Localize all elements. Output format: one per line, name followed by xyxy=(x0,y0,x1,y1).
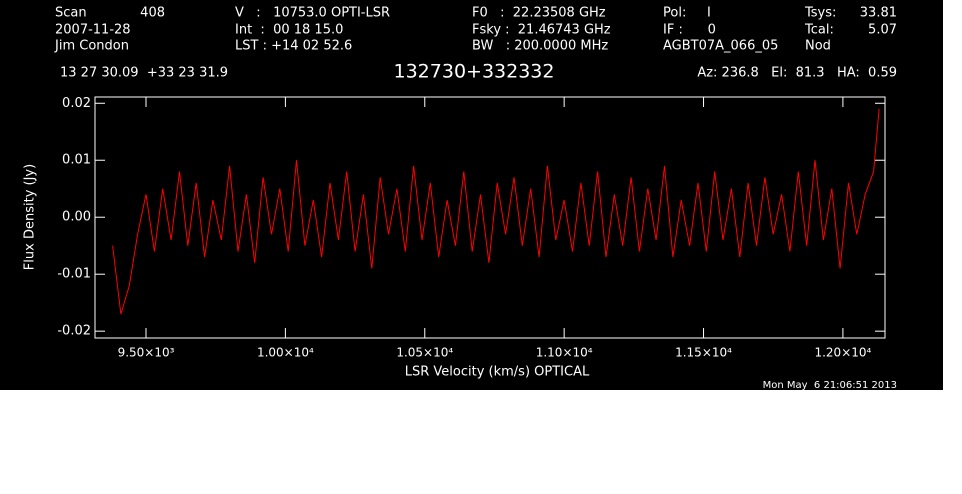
x-tick-label: 1.20×10⁴ xyxy=(814,346,871,360)
spectrum-line xyxy=(112,108,880,315)
chart-title: 132730+332332 xyxy=(394,61,555,83)
header-field: IF : 0 xyxy=(663,23,716,38)
header-field: 408 xyxy=(140,6,165,21)
header-field: Pol: I xyxy=(663,6,711,21)
x-tick-label: 1.05×10⁴ xyxy=(396,346,453,360)
header-field: Scan xyxy=(55,6,87,21)
timestamp: Mon May 6 21:06:51 2013 xyxy=(763,380,897,391)
x-tick-label: 1.00×10⁴ xyxy=(257,346,314,360)
header-field: Az: 236.8 El: 81.3 HA: 0.59 xyxy=(697,66,897,81)
header-field: LST : +14 02 52.6 xyxy=(235,39,352,54)
y-tick-label: -0.02 xyxy=(57,324,91,339)
header-field: Tcal: xyxy=(804,23,834,38)
x-tick-label: 9.50×10³ xyxy=(118,346,175,360)
header-field: Jim Condon xyxy=(54,39,129,54)
header-field: 13 27 30.09 +33 23 31.9 xyxy=(60,66,228,81)
header-field: 33.81 xyxy=(860,6,897,21)
x-tick-label: 1.10×10⁴ xyxy=(536,346,593,360)
header-field: F0 : 22.23508 GHz xyxy=(472,6,606,21)
y-tick-label: 0.01 xyxy=(62,153,91,168)
header-field: AGBT07A_066_05 xyxy=(663,39,778,54)
y-tick-label: -0.01 xyxy=(57,267,91,282)
x-tick-label: 1.15×10⁴ xyxy=(675,346,732,360)
y-tick-label: 0.00 xyxy=(62,210,91,225)
y-tick-label: 0.02 xyxy=(62,96,91,111)
header-field: V : 10753.0 OPTI-LSR xyxy=(235,6,390,21)
header-field: Fsky : 21.46743 GHz xyxy=(472,23,611,38)
header-field: Nod xyxy=(805,39,831,54)
header-field: BW : 200.0000 MHz xyxy=(472,39,608,54)
x-axis-title: LSR Velocity (km/s) OPTICAL xyxy=(405,365,590,380)
header-field: Tsys: xyxy=(804,6,836,21)
header-field: 5.07 xyxy=(868,23,897,38)
plot-background xyxy=(0,0,943,390)
y-axis-title: Flux Density (Jy) xyxy=(23,164,38,270)
header-field: 2007-11-28 xyxy=(55,23,131,38)
header-field: Int : 00 18 15.0 xyxy=(235,23,343,38)
